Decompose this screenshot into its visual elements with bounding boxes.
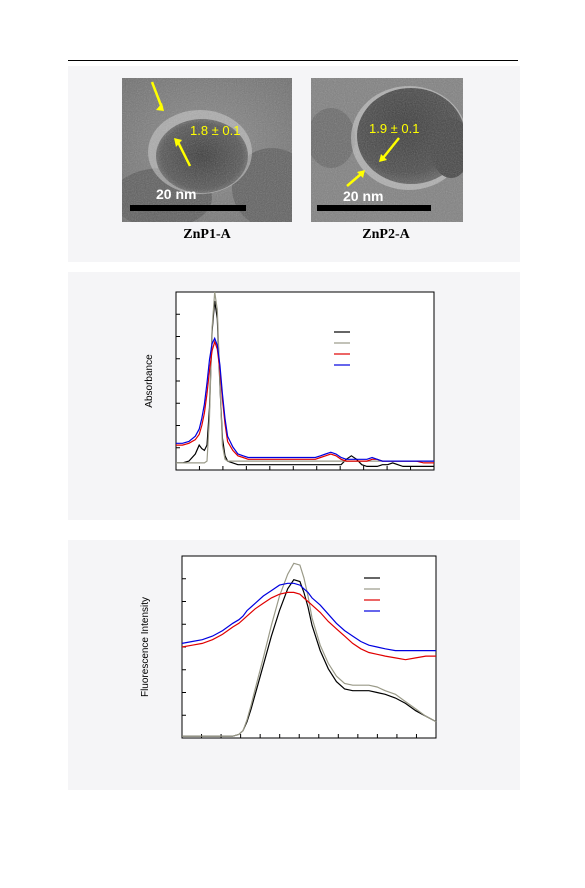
absorbance-series-line-4 [176, 336, 434, 462]
fluorescence-plot-frame [181, 555, 437, 739]
tem-figure-panel: 1.8 ± 0.1 20 nm ZnP1-A [68, 66, 520, 262]
measurement-label-znp1: 1.8 ± 0.1 [190, 123, 241, 138]
fluorescence-y-axis-label: Fluorescence Intensity [140, 597, 151, 697]
absorbance-plot-frame [175, 291, 435, 471]
caption-znp2: ZnP2-A [362, 227, 410, 242]
absorbance-chart: Absorbance [144, 291, 435, 471]
scale-bar-label-znp1: 20 nm [156, 186, 197, 202]
fluorescence-series-line-4 [181, 582, 436, 652]
tem-image-znp1: 1.8 ± 0.1 20 nm [122, 78, 292, 222]
fluorescence-chart-panel: Fluorescence Intensity [68, 540, 520, 790]
page-header-rule [68, 60, 518, 61]
caption-znp1: ZnP1-A [183, 227, 231, 242]
absorbance-chart-panel: Absorbance [68, 272, 520, 520]
scale-bar-label-znp2: 20 nm [343, 188, 384, 204]
tem-image-znp2: 1.9 ± 0.1 20 nm [311, 78, 463, 222]
measurement-label-znp2: 1.9 ± 0.1 [369, 121, 420, 136]
fluorescence-series-line-2 [182, 562, 437, 737]
fluorescence-series-line-3 [181, 591, 436, 661]
absorbance-y-axis-label: Absorbance [144, 354, 155, 408]
fluorescence-chart: Fluorescence Intensity [140, 555, 437, 739]
